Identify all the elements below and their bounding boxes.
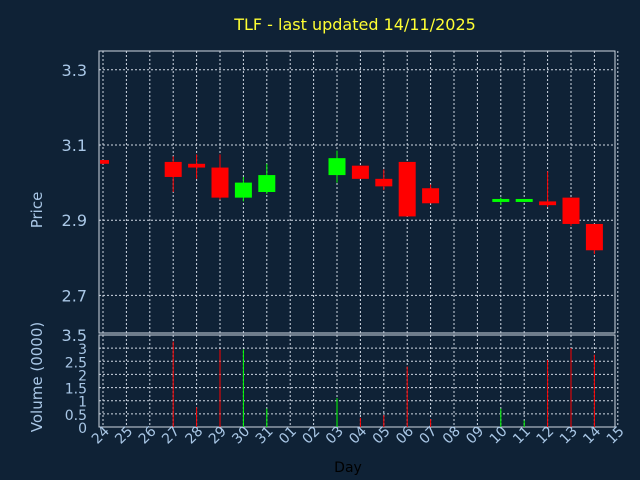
candle-body: [258, 175, 276, 192]
volume-panel: 00.511.522.533.5 Volume (0000): [28, 322, 619, 437]
volume-tick-label: 3.5: [62, 326, 87, 345]
price-axis-label: Price: [28, 192, 46, 229]
price-tick-label: 2.7: [62, 286, 87, 305]
candle-body: [328, 158, 346, 176]
price-tick-label: 2.9: [62, 211, 87, 230]
candle-body: [375, 178, 393, 187]
volume-tick-label: 0.5: [65, 408, 87, 424]
candle-body: [515, 198, 533, 202]
price-panel: 2.7 2.9 3.1 3.3 Price: [28, 50, 619, 334]
volume-axis-label: Volume (0000): [28, 322, 46, 432]
volume-plot-frame: [98, 334, 616, 428]
candle-body: [164, 161, 182, 177]
candle-body: [492, 198, 510, 202]
x-axis: 24 25 26 27 28 29 30 31 01 02 03 04 05 06 07 08 09 10 11 12…: [89, 423, 628, 476]
candle-body: [211, 167, 229, 198]
volume-tick-label: 1.5: [65, 382, 87, 398]
candle-body: [188, 163, 206, 168]
candle-body: [398, 161, 416, 217]
volume-tick-label: 3: [78, 342, 87, 358]
price-tick-label: 3.3: [62, 61, 87, 80]
x-axis-label: Day: [334, 460, 362, 476]
candle-body: [100, 160, 109, 164]
candle-body: [585, 223, 603, 251]
volume-tick-label: 2.5: [65, 355, 87, 371]
volume-tick-label: 1: [78, 395, 87, 411]
candle-body: [562, 197, 580, 224]
candle-body: [234, 182, 252, 198]
volume-tick-label: 2: [78, 368, 87, 384]
price-tick-label: 3.1: [62, 136, 87, 155]
price-plot-frame: [98, 50, 616, 334]
candle-body: [539, 201, 557, 206]
chart-title: TLF - last updated 14/11/2025: [233, 15, 476, 34]
volume-tick-label: 0: [78, 421, 87, 437]
candle-body: [351, 165, 369, 179]
candle-body: [422, 188, 440, 204]
